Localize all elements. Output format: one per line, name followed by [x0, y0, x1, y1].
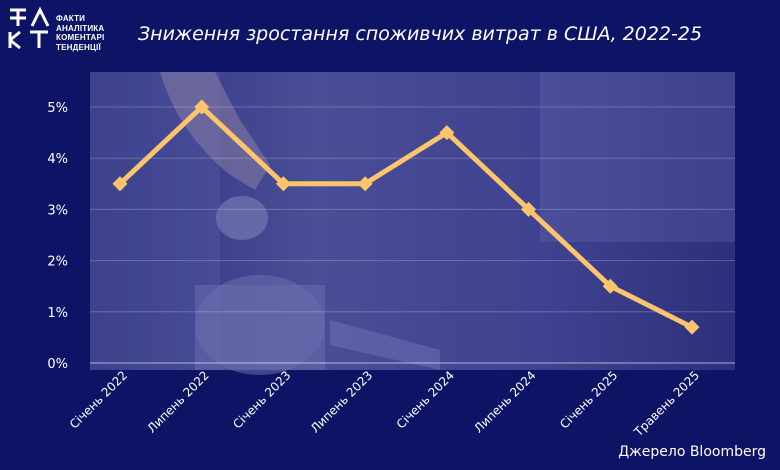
y-tick-label: 1% [47, 306, 68, 321]
x-tick-label: Січень 2023 [230, 368, 293, 431]
x-axis: Січень 2022 Липень 2022 Січень 2023 Липень … [67, 368, 702, 439]
tagline-line: ТЕНДЕНЦІЇ [56, 42, 101, 52]
y-axis: 0% 1% 2% 3% 4% 5% [47, 101, 68, 372]
x-tick-label: Липень 2024 [471, 368, 538, 435]
data-point-marker [194, 99, 210, 115]
x-tick-label: Липень 2022 [144, 368, 211, 435]
data-point-marker [112, 176, 128, 192]
source-note: Джерело Bloomberg [618, 444, 766, 460]
data-point-marker [602, 278, 618, 294]
chart-title: Зниження зростання споживчих витрат в СШ… [138, 23, 703, 45]
y-tick-label: 5% [47, 101, 68, 116]
y-tick-label: 3% [47, 203, 68, 218]
series-line [118, 103, 694, 330]
x-tick-label: Січень 2022 [67, 368, 130, 431]
data-point-marker [439, 125, 455, 141]
x-tick-label: Липень 2023 [308, 368, 375, 435]
series-markers [112, 99, 700, 335]
tagline-line: АНАЛІТИКА [56, 23, 105, 33]
brand-tagline: ФАКТИ АНАЛІТИКА КОМЕНТАРІ ТЕНДЕНЦІЇ [56, 14, 104, 52]
background-photo [90, 72, 735, 375]
y-tick-label: 2% [47, 255, 68, 270]
x-tick-label: Січень 2024 [394, 368, 457, 431]
data-point-marker [684, 319, 700, 335]
y-tick-label: 4% [47, 152, 68, 167]
fakt-logo-icon [8, 6, 50, 50]
brand-logo: ФАКТИ АНАЛІТИКА КОМЕНТАРІ ТЕНДЕНЦІЇ [6, 6, 126, 56]
data-point-marker [521, 201, 537, 217]
tagline-line: ФАКТИ [56, 14, 86, 23]
y-tick-label: 0% [47, 357, 68, 372]
x-tick-label: Січень 2025 [557, 368, 620, 431]
data-point-marker [357, 176, 373, 192]
tagline-line: КОМЕНТАРІ [56, 33, 105, 42]
x-tick-label: Травень 2025 [631, 368, 702, 439]
data-point-marker [275, 176, 291, 192]
